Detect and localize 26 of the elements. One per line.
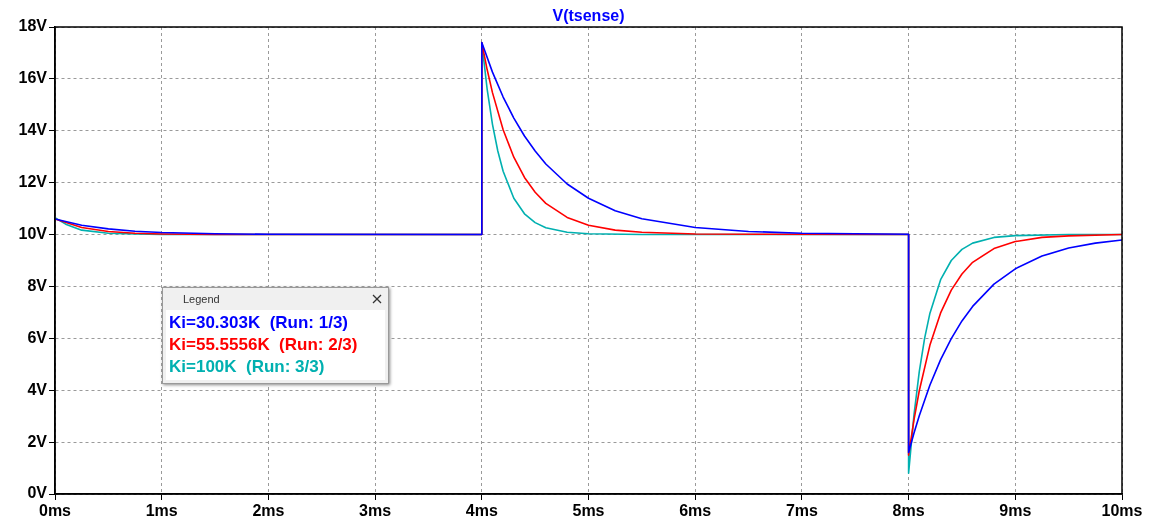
x-tick-label: 6ms bbox=[679, 502, 712, 520]
x-tick-label: 7ms bbox=[785, 502, 819, 520]
x-tick-label: 0ms bbox=[38, 502, 72, 520]
y-tick-label: 14V bbox=[18, 121, 48, 139]
legend-title: Legend bbox=[183, 293, 220, 305]
x-tick-label: 9ms bbox=[999, 502, 1032, 520]
text: Ki=100K (Run: 3/3) bbox=[169, 356, 326, 378]
y-tick-label: 18V bbox=[18, 17, 48, 35]
x-tick-label: 8ms bbox=[892, 502, 925, 520]
text: Ki=30.303K (Run: 1/3) bbox=[169, 312, 350, 334]
y-tick-label: 2V bbox=[27, 432, 48, 450]
x-tick-label: 1ms bbox=[145, 502, 178, 520]
y-tick-label: 0V bbox=[27, 484, 48, 502]
y-tick-label: 10V bbox=[18, 224, 48, 242]
y-tick-label: 12V bbox=[18, 173, 48, 191]
x-tick-label: 5ms bbox=[572, 502, 605, 520]
chart-title: V(tsense) bbox=[552, 7, 625, 25]
text: Ki=55.5556K (Run: 2/3) bbox=[169, 334, 359, 356]
x-tick-label: 3ms bbox=[359, 502, 392, 520]
x-tick-label: 4ms bbox=[465, 502, 498, 520]
y-tick-label: 8V bbox=[27, 276, 48, 294]
y-tick-label: 16V bbox=[18, 69, 48, 87]
y-tick-label: 6V bbox=[27, 328, 48, 346]
x-tick-label: 2ms bbox=[252, 502, 285, 520]
y-tick-label: 4V bbox=[27, 380, 48, 398]
x-tick-label: 10ms bbox=[1101, 502, 1143, 520]
